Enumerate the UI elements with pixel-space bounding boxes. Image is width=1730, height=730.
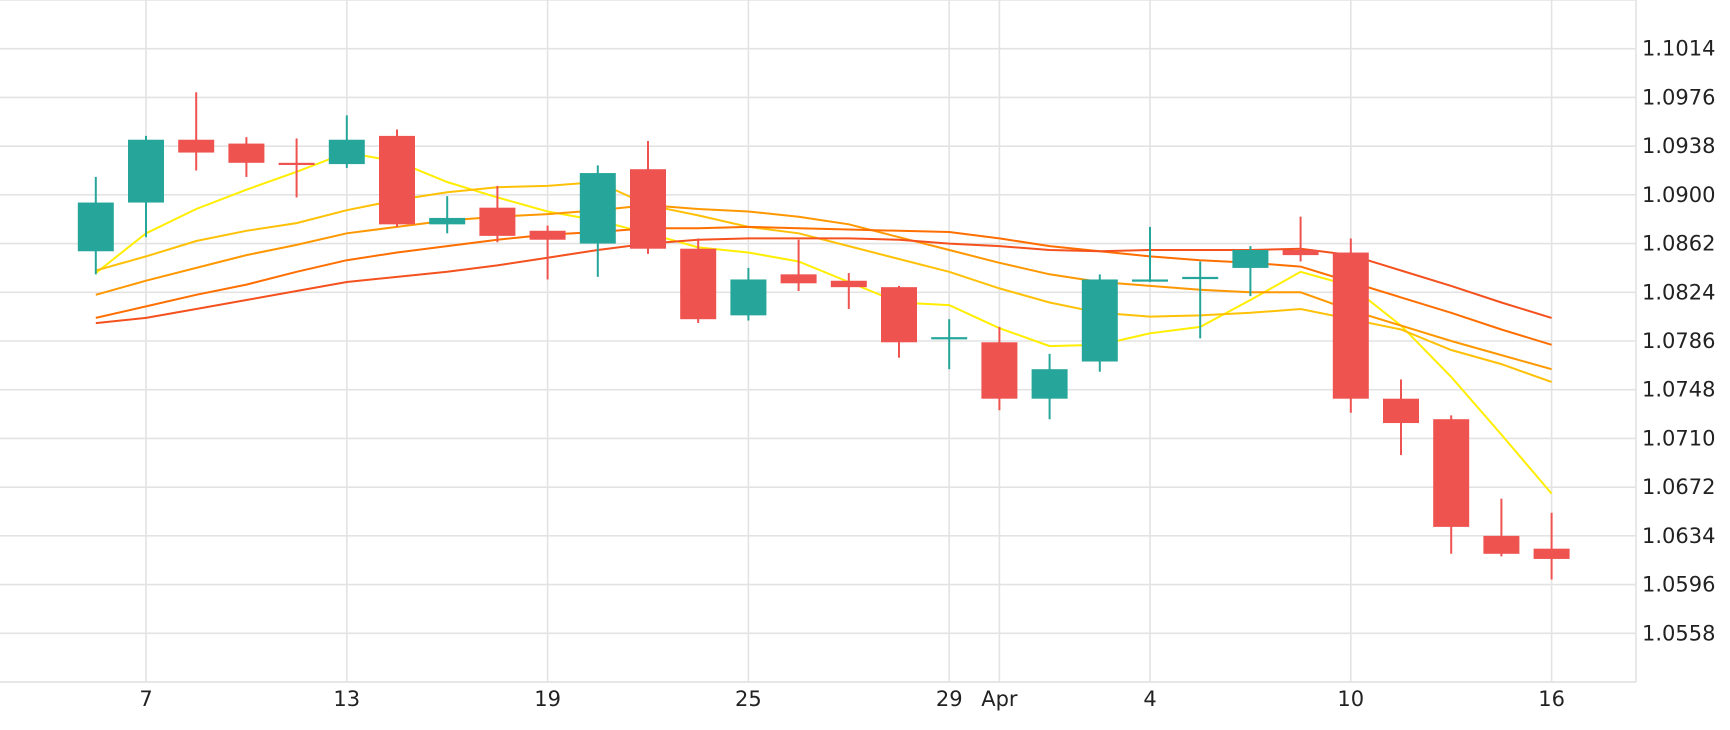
candle-body bbox=[1533, 548, 1570, 559]
candle bbox=[429, 196, 466, 234]
candle-body bbox=[1132, 279, 1168, 282]
y-tick-label: 1.0862 bbox=[1642, 232, 1715, 256]
y-tick-label: 1.0596 bbox=[1642, 573, 1715, 597]
candle-body bbox=[1383, 398, 1419, 424]
candle bbox=[1081, 274, 1118, 372]
moving-average-line-4 bbox=[95, 225, 1552, 346]
candle-body bbox=[630, 169, 666, 249]
moving-average-line-3 bbox=[95, 204, 1552, 371]
y-tick-label: 1.0900 bbox=[1642, 183, 1715, 207]
x-tick-label: 25 bbox=[735, 687, 762, 711]
grid-layer bbox=[0, 0, 1637, 683]
candle-body bbox=[1031, 369, 1068, 399]
candle bbox=[128, 135, 164, 238]
candle bbox=[630, 141, 666, 254]
candle-body bbox=[830, 280, 867, 288]
candle-body bbox=[981, 342, 1018, 399]
candle bbox=[379, 129, 415, 227]
candle-body bbox=[128, 139, 164, 203]
candle-body bbox=[1232, 249, 1269, 268]
candle-body bbox=[1282, 249, 1319, 256]
candle-body bbox=[579, 173, 616, 244]
candle bbox=[278, 138, 315, 198]
y-tick-label: 1.0938 bbox=[1642, 134, 1715, 158]
y-tick-label: 1.0748 bbox=[1642, 378, 1715, 402]
candle bbox=[579, 165, 616, 277]
candle bbox=[1332, 238, 1369, 413]
candle bbox=[1433, 415, 1470, 554]
candle bbox=[680, 238, 717, 324]
y-tick-label: 1.0786 bbox=[1642, 329, 1715, 353]
candle bbox=[1383, 379, 1419, 456]
candle-body bbox=[881, 287, 917, 343]
candle-body bbox=[479, 207, 516, 236]
x-tick-label: 29 bbox=[936, 687, 963, 711]
candle-body bbox=[931, 337, 968, 340]
candle-body bbox=[278, 162, 315, 166]
candle bbox=[830, 273, 867, 309]
y-tick-label: 1.1014 bbox=[1642, 37, 1715, 61]
candle bbox=[1132, 226, 1168, 283]
candle-body bbox=[379, 135, 415, 225]
candle-body bbox=[429, 217, 466, 225]
candle bbox=[1232, 246, 1269, 297]
x-tick-label: 16 bbox=[1538, 687, 1565, 711]
candle-body bbox=[780, 274, 817, 284]
x-tick-label: 13 bbox=[333, 687, 360, 711]
candle-body bbox=[529, 230, 566, 240]
moving-average-line-2 bbox=[95, 180, 1552, 383]
candle bbox=[1282, 216, 1319, 262]
candle bbox=[529, 225, 566, 280]
candle-layer bbox=[77, 92, 1570, 580]
x-tick-label: 19 bbox=[534, 687, 561, 711]
x-tick-label: 7 bbox=[139, 687, 152, 711]
y-tick-label: 1.0976 bbox=[1642, 85, 1715, 109]
candle bbox=[77, 176, 114, 275]
candle bbox=[228, 137, 265, 177]
candle bbox=[178, 92, 215, 171]
x-tick-label: 4 bbox=[1143, 687, 1156, 711]
candle bbox=[1533, 512, 1570, 580]
moving-average-line-5 bbox=[95, 237, 1552, 325]
x-axis: 7 13 19 25 29 Apr 4 10 16 bbox=[139, 687, 1565, 711]
y-axis: 1.1014 1.0976 1.0938 1.0900 1.0862 1.0824 1.07… bbox=[1642, 37, 1715, 646]
candle bbox=[328, 115, 365, 168]
candle bbox=[881, 285, 917, 358]
candle-body bbox=[1483, 535, 1520, 554]
y-tick-label: 1.0634 bbox=[1642, 524, 1715, 548]
candle bbox=[730, 267, 767, 321]
x-tick-label: Apr bbox=[981, 687, 1018, 711]
candle bbox=[780, 239, 817, 292]
x-tick-label: 10 bbox=[1337, 687, 1364, 711]
candle-body bbox=[1081, 279, 1118, 362]
y-tick-label: 1.0710 bbox=[1642, 426, 1715, 450]
candle-body bbox=[680, 248, 717, 320]
candle-body bbox=[1182, 276, 1219, 280]
y-tick-label: 1.0672 bbox=[1642, 475, 1715, 499]
candle-body bbox=[1332, 252, 1369, 399]
y-tick-label: 1.0558 bbox=[1642, 621, 1715, 645]
candle-body bbox=[1433, 419, 1470, 527]
candle-body bbox=[328, 139, 365, 165]
candle bbox=[1182, 261, 1219, 339]
candle-body bbox=[77, 202, 114, 252]
candle bbox=[1483, 498, 1520, 557]
candle-body bbox=[228, 143, 265, 163]
candle-body bbox=[730, 279, 767, 316]
candle bbox=[981, 326, 1018, 411]
candle bbox=[1031, 353, 1068, 420]
y-tick-label: 1.0824 bbox=[1642, 280, 1715, 304]
candle-body bbox=[178, 139, 215, 153]
candle bbox=[479, 185, 516, 243]
candle bbox=[931, 319, 968, 370]
